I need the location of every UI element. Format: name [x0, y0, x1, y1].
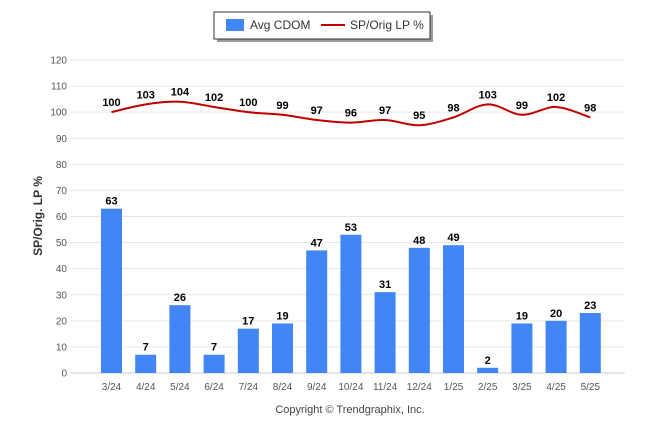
- bar-avg-cdom: [203, 354, 225, 373]
- bar-avg-cdom: [408, 247, 430, 373]
- bar-data-label: 17: [242, 316, 254, 328]
- y-tick-label: 30: [56, 290, 68, 301]
- y-tick-label: 90: [56, 134, 68, 145]
- bar-data-label: 23: [584, 300, 596, 312]
- y-axis-label: SP/Orig. LP %: [31, 176, 45, 256]
- line-data-label: 98: [447, 102, 459, 114]
- line-data-label: 102: [547, 92, 565, 104]
- line-data-label: 104: [171, 87, 190, 99]
- x-tick-label: 3/24: [102, 382, 122, 393]
- bar-avg-cdom: [272, 323, 293, 373]
- y-tick-label: 100: [50, 108, 67, 119]
- x-tick-label: 12/24: [407, 382, 432, 393]
- bar-series-avg-cdom: 63 7 26 7 17 19 47 53 31 48 49 2 19 20 23: [101, 196, 601, 373]
- line-series-sp-orig-lp: 100 103 104 102 100 99 97 96 97 95 98 103 99 102 98: [102, 87, 596, 127]
- line-data-label: 103: [479, 89, 497, 101]
- bar-data-label: 53: [345, 222, 357, 234]
- y-axis-ticks: 0 10 20 30 40 50 60 70 80 90 100 110 120: [50, 56, 67, 380]
- y-tick-label: 70: [56, 186, 68, 197]
- legend-label-sp-orig-lp: SP/Orig LP %: [350, 18, 424, 32]
- line-data-label: 97: [311, 105, 323, 117]
- y-tick-label: 110: [51, 82, 67, 93]
- line-path-sp-orig-lp: [111, 100, 591, 127]
- bar-data-label: 7: [143, 342, 149, 354]
- line-data-label: 97: [379, 105, 391, 117]
- x-axis-ticks: 3/24 4/24 5/24 6/24 7/24 8/24 9/24 10/24 11/24 12…: [102, 382, 601, 393]
- y-tick-label: 10: [56, 342, 68, 353]
- line-data-label: 99: [516, 100, 528, 112]
- legend-swatch-avg-cdom: [226, 19, 244, 31]
- bar-avg-cdom: [374, 292, 396, 373]
- x-tick-label: 10/24: [338, 382, 363, 393]
- y-tick-label: 20: [56, 316, 68, 327]
- line-data-label: 98: [584, 102, 596, 114]
- y-tick-label: 60: [56, 212, 68, 223]
- bar-avg-cdom: [511, 323, 533, 373]
- x-tick-label: 5/24: [170, 382, 190, 393]
- line-data-label: 95: [413, 110, 425, 122]
- y-tick-label: 50: [56, 238, 68, 249]
- y-tick-label: 40: [56, 264, 68, 275]
- bar-data-label: 19: [276, 310, 288, 322]
- x-tick-label: 6/24: [204, 382, 224, 393]
- bar-data-label: 47: [311, 237, 323, 249]
- bar-avg-cdom: [169, 305, 191, 373]
- bar-avg-cdom: [101, 208, 122, 373]
- x-tick-label: 4/25: [546, 382, 566, 393]
- bar-data-label: 31: [379, 279, 391, 291]
- x-tick-label: 8/24: [273, 382, 293, 393]
- bar-data-label: 19: [516, 310, 528, 322]
- bar-data-label: 48: [413, 235, 425, 247]
- bar-avg-cdom: [545, 320, 567, 373]
- y-tick-label: 0: [61, 369, 67, 380]
- line-data-label: 99: [276, 100, 288, 112]
- bar-data-label: 2: [485, 355, 491, 367]
- y-tick-label: 120: [50, 56, 67, 67]
- legend: Avg CDOM SP/Orig LP %: [213, 11, 433, 42]
- line-data-label: 100: [102, 97, 120, 109]
- bar-avg-cdom: [443, 245, 464, 373]
- y-tick-label: 80: [56, 160, 68, 171]
- bar-avg-cdom: [135, 354, 157, 373]
- x-tick-label: 11/24: [373, 382, 398, 393]
- x-tick-label: 9/24: [307, 382, 327, 393]
- copyright-credit: Copyright © Trendgraphix, Inc.: [275, 404, 424, 416]
- bar-avg-cdom: [477, 367, 499, 373]
- bar-data-label: 49: [447, 232, 459, 244]
- x-tick-label: 1/25: [444, 382, 464, 393]
- bar-avg-cdom: [306, 250, 328, 373]
- bar-data-label: 26: [174, 292, 186, 304]
- line-data-label: 103: [137, 89, 155, 101]
- line-data-label: 102: [205, 92, 223, 104]
- bar-data-label: 63: [105, 196, 117, 208]
- x-tick-label: 2/25: [478, 382, 498, 393]
- x-tick-label: 7/24: [239, 382, 259, 393]
- line-data-label: 96: [345, 108, 357, 120]
- bar-avg-cdom: [237, 328, 259, 373]
- line-data-label: 100: [239, 97, 257, 109]
- bar-data-label: 7: [211, 342, 217, 354]
- bar-avg-cdom: [579, 313, 601, 373]
- legend-label-avg-cdom: Avg CDOM: [250, 18, 310, 32]
- bar-data-label: 20: [550, 308, 562, 320]
- x-tick-label: 4/24: [136, 382, 156, 393]
- x-tick-label: 5/25: [581, 382, 601, 393]
- bar-avg-cdom: [340, 234, 362, 373]
- x-tick-label: 3/25: [512, 382, 532, 393]
